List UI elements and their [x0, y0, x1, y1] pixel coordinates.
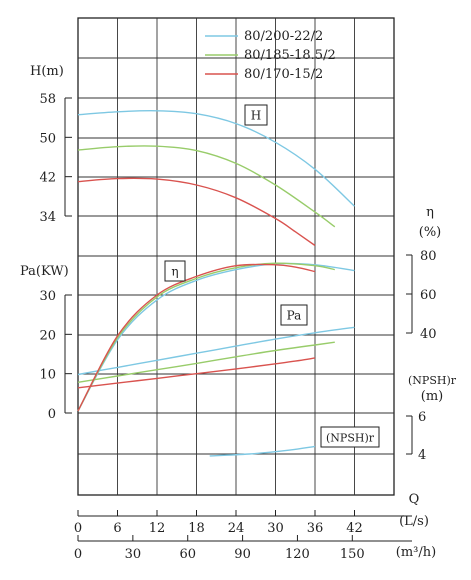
head-curve-2 — [77, 177, 316, 247]
flow-ls-tick-label: 12 — [149, 521, 166, 536]
power-tick-label: 10 — [39, 368, 56, 383]
npsh-curve-label-box — [320, 426, 380, 448]
power-axis-title: Pa(KW) — [20, 264, 69, 279]
legend-label-1: 80/185-18.5/2 — [244, 48, 336, 63]
axes: H(m)34425058Pa(KW)0102030η(%)406080(NPSH… — [20, 64, 457, 562]
head-curve-1 — [77, 145, 336, 228]
flow-m3h-tick-label: 60 — [179, 547, 196, 562]
head-axis-title: H(m) — [30, 64, 64, 79]
head-tick-label: 50 — [39, 131, 56, 146]
efficiency-tick-label: 40 — [420, 327, 437, 342]
head-tick-label: 42 — [39, 171, 56, 186]
npsh-axis-unit: (m) — [421, 389, 443, 404]
flow-ls-tick-label: 18 — [188, 521, 205, 536]
flow-ls-tick-label: 30 — [267, 521, 284, 536]
flow-ls-tick-label: 36 — [307, 521, 324, 536]
npsh-tick-label: 4 — [418, 448, 426, 463]
efficiency-curve-1 — [77, 262, 335, 412]
flow-m3h-tick-label: 30 — [125, 547, 142, 562]
flow-m3h-tick-label: 90 — [234, 547, 251, 562]
head-curve-0 — [77, 110, 355, 207]
legend-label-2: 80/170-15/2 — [244, 67, 323, 82]
npsh-curve-0 — [209, 445, 316, 457]
flow-ls-tick-label: 6 — [113, 521, 121, 536]
flow-m3h-tick-label: 0 — [74, 547, 82, 562]
efficiency-curve-label-box — [164, 260, 186, 282]
power-tick-label: 0 — [48, 407, 56, 422]
efficiency-curve-0 — [77, 262, 355, 412]
efficiency-tick-label: 60 — [420, 288, 437, 303]
head-tick-label: 58 — [39, 92, 56, 107]
power-curve-1 — [77, 341, 335, 383]
flow-axis-symbol: Q — [409, 492, 420, 507]
efficiency-curve-2 — [77, 263, 316, 412]
legend-label-0: 80/200-22/2 — [244, 29, 323, 44]
flow-ls-tick-label: 24 — [228, 521, 245, 536]
efficiency-axis-title: η — [426, 205, 434, 220]
flow-m3h-tick-label: 120 — [285, 547, 310, 562]
curve-labels: Hη Pa (NPSH)r — [164, 104, 380, 448]
flow-ls-tick-label: 0 — [74, 521, 82, 536]
power-tick-label: 20 — [39, 328, 56, 343]
power-curve-2 — [77, 357, 316, 389]
flow-m3h-tick-label: 150 — [340, 547, 365, 562]
legend: 80/200-22/2 80/185-18.5/2 80/170-15/2 — [205, 29, 336, 82]
power-tick-label: 30 — [39, 289, 56, 304]
npsh-axis-title: (NPSH)r — [408, 374, 457, 387]
power-curve-label-box — [280, 304, 308, 326]
npsh-tick-label: 6 — [418, 410, 426, 425]
power-curve-0 — [77, 326, 355, 376]
grid — [77, 17, 395, 496]
head-curve-label: H — [251, 109, 261, 123]
flow-ls-tick-label: 42 — [346, 521, 363, 536]
flow-m3h-axis-unit: (m³/h) — [396, 545, 436, 560]
head-tick-label: 34 — [39, 210, 56, 225]
efficiency-tick-label: 80 — [420, 249, 437, 264]
npsh-curve-label: (NPSH)r — [326, 432, 375, 445]
curves — [77, 110, 355, 457]
flow-ls-axis-unit: (L/s) — [399, 514, 429, 529]
efficiency-curve-label: η — [171, 265, 178, 279]
power-curve-label: Pa — [287, 309, 302, 323]
efficiency-axis-unit: (%) — [419, 225, 442, 240]
head-curve-label-box — [244, 104, 268, 126]
